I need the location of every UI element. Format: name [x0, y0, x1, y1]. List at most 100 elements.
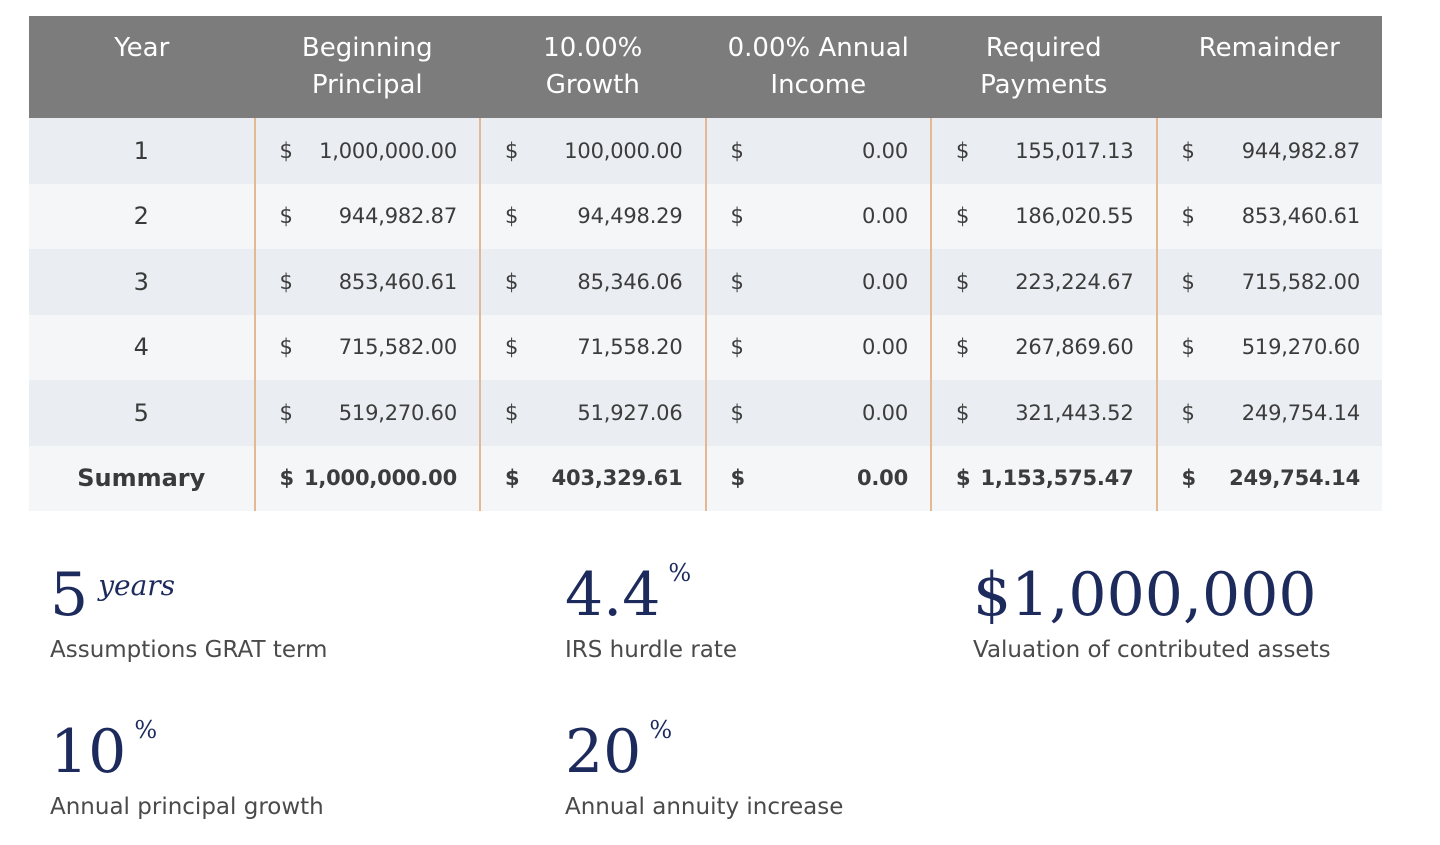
header-required-payments: Required Payments: [931, 16, 1157, 118]
currency-symbol: $: [1181, 138, 1195, 163]
currency-symbol: $: [279, 138, 293, 163]
header-growth-line2: Growth: [545, 70, 640, 100]
annual-income-value: 0.00: [862, 335, 908, 360]
annual-income-cell: $0.00: [704, 314, 931, 380]
required-payments-cell: $267,869.60: [930, 314, 1157, 380]
summary-growth-value: 403,329.61: [551, 466, 683, 491]
currency-symbol: $: [1181, 466, 1197, 491]
metric-annuity-increase-value: 20: [565, 717, 642, 787]
remainder-cell: $249,754.14: [1155, 380, 1382, 446]
metric-principal-growth: 10% Annual principal growth: [50, 716, 324, 820]
currency-symbol: $: [279, 466, 295, 491]
header-remainder: Remainder: [1156, 16, 1382, 118]
summary-growth-cell: $403,329.61: [479, 445, 706, 511]
summary-row: Summary $1,000,000.00 $403,329.61 $0.00 …: [29, 445, 1382, 511]
header-required-payments-line2: Payments: [980, 70, 1108, 100]
beginning-principal-cell: $853,460.61: [253, 249, 480, 315]
beginning-principal-value: 944,982.87: [338, 204, 457, 229]
metric-annuity-increase: 20% Annual annuity increase: [565, 716, 844, 820]
required-payments-cell: $155,017.13: [930, 118, 1157, 184]
growth-value: 71,558.20: [577, 335, 683, 360]
remainder-cell: $519,270.60: [1155, 314, 1382, 380]
beginning-principal-cell: $1,000,000.00: [253, 118, 480, 184]
beginning-principal-value: 715,582.00: [338, 335, 457, 360]
header-growth-line1: 10.00%: [543, 33, 643, 63]
growth-value: 85,346.06: [577, 269, 683, 294]
growth-cell: $71,558.20: [479, 314, 706, 380]
currency-symbol: $: [505, 335, 519, 360]
table-row: 2 $944,982.87 $94,498.29 $0.00 $186,020.…: [29, 183, 1382, 249]
currency-symbol: $: [505, 204, 519, 229]
currency-symbol: $: [505, 138, 519, 163]
year-cell: 1: [29, 118, 255, 184]
required-payments-value: 186,020.55: [1015, 204, 1134, 229]
header-annual-income: 0.00% Annual Income: [705, 16, 931, 118]
year-cell: 5: [29, 380, 255, 446]
required-payments-value: 267,869.60: [1015, 335, 1134, 360]
currency-symbol: $: [956, 400, 970, 425]
annual-income-value: 0.00: [862, 269, 908, 294]
summary-beginning-principal-cell: $1,000,000.00: [253, 445, 480, 511]
remainder-value: 519,270.60: [1241, 335, 1360, 360]
header-year-line1: Year: [114, 33, 170, 63]
remainder-value: 944,982.87: [1241, 138, 1360, 163]
beginning-principal-cell: $715,582.00: [253, 314, 480, 380]
header-annual-income-line1: 0.00% Annual: [727, 33, 909, 63]
required-payments-cell: $223,224.67: [930, 249, 1157, 315]
metric-grat-term-value: 5: [50, 560, 89, 630]
table-row: 5 $519,270.60 $51,927.06 $0.00 $321,443.…: [29, 380, 1382, 446]
growth-value: 94,498.29: [577, 204, 683, 229]
metric-hurdle-rate-label: IRS hurdle rate: [565, 637, 738, 663]
table-row: 3 $853,460.61 $85,346.06 $0.00 $223,224.…: [29, 249, 1382, 315]
metric-hurdle-rate: 4.4% IRS hurdle rate: [565, 559, 738, 663]
remainder-cell: $853,460.61: [1155, 183, 1382, 249]
metric-principal-growth-value: 10: [50, 717, 127, 787]
metric-principal-growth-label: Annual principal growth: [50, 794, 324, 820]
currency-symbol: $: [279, 335, 293, 360]
currency-symbol: $: [956, 335, 970, 360]
remainder-cell: $944,982.87: [1155, 118, 1382, 184]
year-cell: 2: [29, 183, 255, 249]
metric-grat-term: 5 years Assumptions GRAT term: [50, 565, 327, 663]
required-payments-value: 223,224.67: [1015, 269, 1134, 294]
remainder-value: 249,754.14: [1241, 400, 1360, 425]
currency-symbol: $: [956, 138, 970, 163]
currency-symbol: $: [730, 138, 744, 163]
summary-required-payments-value: 1,153,575.47: [980, 466, 1134, 491]
currency-symbol: $: [279, 204, 293, 229]
metric-hurdle-rate-value: 4.4: [565, 560, 661, 630]
growth-cell: $100,000.00: [479, 118, 706, 184]
currency-symbol: $: [956, 204, 970, 229]
header-required-payments-line1: Required: [985, 33, 1102, 63]
metric-grat-term-unit: years: [98, 569, 176, 602]
summary-label: Summary: [29, 445, 255, 511]
annual-income-value: 0.00: [862, 204, 908, 229]
annual-income-value: 0.00: [862, 400, 908, 425]
header-year: Year: [29, 16, 255, 118]
header-annual-income-line2: Income: [770, 70, 867, 100]
table-row: 1 $1,000,000.00 $100,000.00 $0.00 $155,0…: [29, 118, 1382, 184]
metric-grat-term-label: Assumptions GRAT term: [50, 637, 328, 663]
growth-value: 100,000.00: [564, 138, 683, 163]
annual-income-value: 0.00: [862, 138, 908, 163]
currency-symbol: $: [730, 335, 744, 360]
growth-cell: $94,498.29: [479, 183, 706, 249]
required-payments-value: 321,443.52: [1015, 400, 1134, 425]
annual-income-cell: $0.00: [704, 183, 931, 249]
growth-cell: $51,927.06: [479, 380, 706, 446]
currency-symbol: $: [730, 269, 744, 294]
header-growth: 10.00% Growth: [480, 16, 706, 118]
header-beginning-principal-line1: Beginning: [301, 33, 433, 63]
currency-symbol: $: [1181, 204, 1195, 229]
currency-symbol: $: [730, 400, 744, 425]
remainder-value: 853,460.61: [1241, 204, 1360, 229]
annual-income-cell: $0.00: [704, 118, 931, 184]
metric-annuity-increase-label: Annual annuity increase: [565, 794, 844, 820]
currency-symbol: $: [1181, 335, 1195, 360]
summary-remainder-cell: $249,754.14: [1155, 445, 1382, 511]
growth-cell: $85,346.06: [479, 249, 706, 315]
annual-income-cell: $0.00: [704, 380, 931, 446]
header-beginning-principal: Beginning Principal: [254, 16, 480, 118]
beginning-principal-value: 519,270.60: [338, 400, 457, 425]
metric-hurdle-rate-unit: %: [668, 559, 692, 587]
